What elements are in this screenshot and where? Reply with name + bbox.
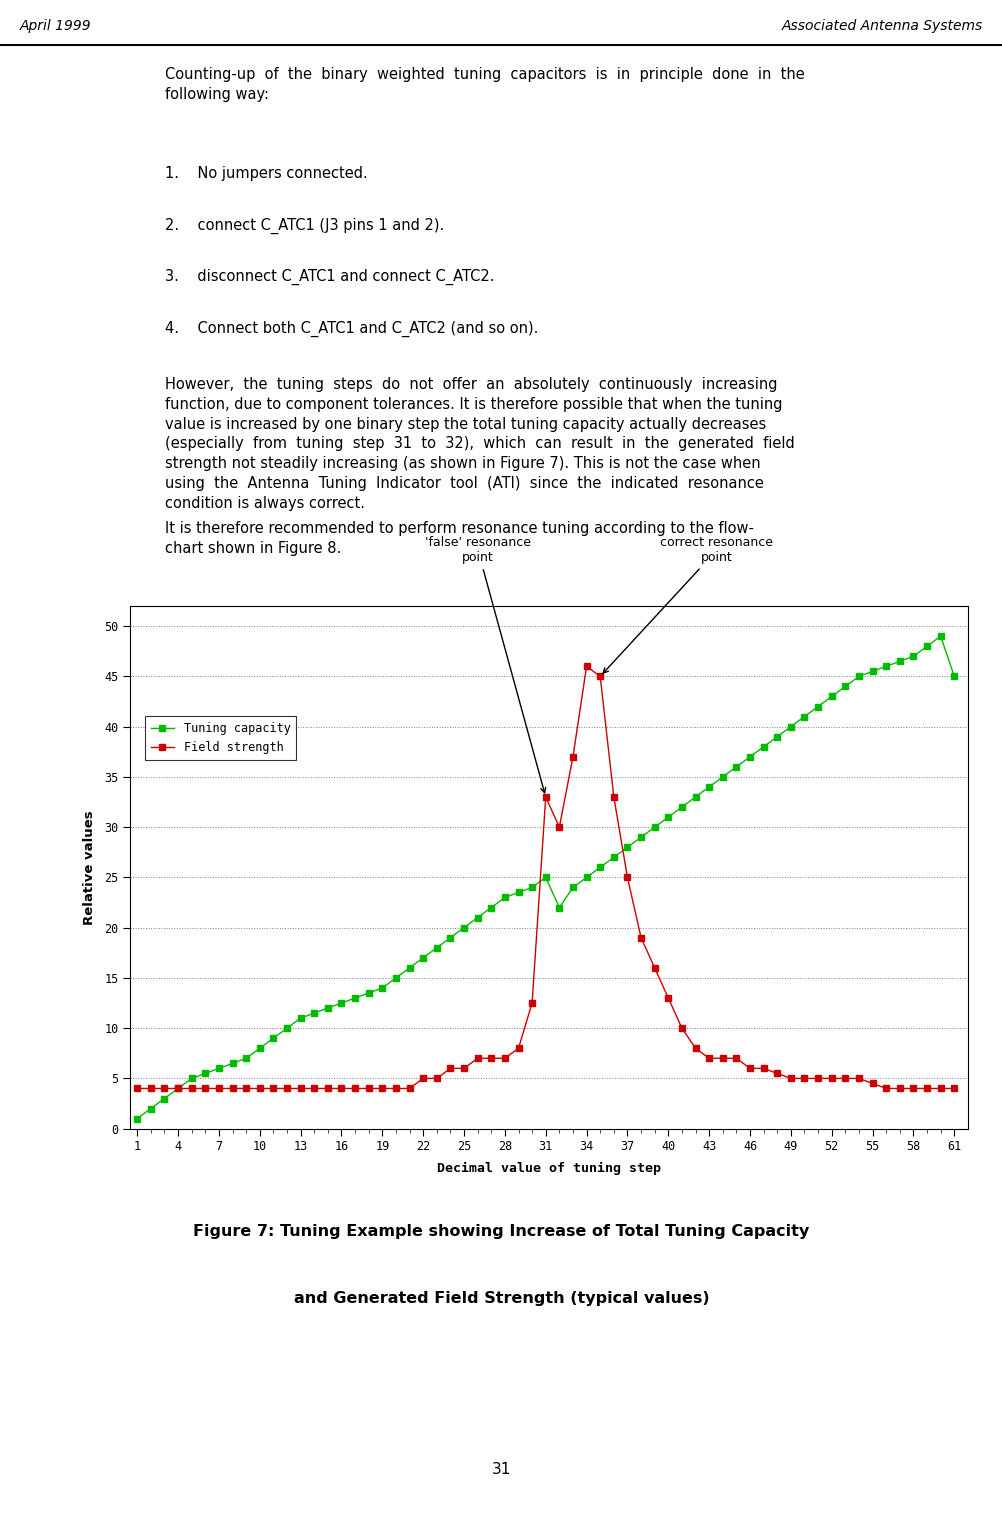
Text: 1.    No jumpers connected.: 1. No jumpers connected. [165,165,368,180]
Field strength [580,658,592,676]
Text: April 1999: April 1999 [20,18,91,33]
Line: Field strength: Field strength [133,664,957,1092]
Tuning capacity [839,677,851,695]
Text: Associated Antenna Systems: Associated Antenna Systems [781,18,982,33]
Field strength [566,748,578,767]
Text: Figure 7: Tuning Example showing Increase of Total Tuning Capacity: Figure 7: Tuning Example showing Increas… [193,1224,809,1239]
Field strength [947,1079,959,1097]
Text: correct resonance
point: correct resonance point [602,536,773,673]
Field strength [852,1070,864,1088]
Tuning capacity [322,998,334,1017]
Text: However,  the  tuning  steps  do  not  offer  an  absolutely  continuously  incr: However, the tuning steps do not offer a… [165,377,795,511]
Field strength [634,929,646,947]
Text: 'false' resonance
point: 'false' resonance point [425,536,545,792]
Y-axis label: Relative values: Relative values [83,811,96,924]
Tuning capacity [947,667,959,685]
Tuning capacity [621,838,633,856]
Text: 4.    Connect both C_ATC1 and C_ATC2 (and so on).: 4. Connect both C_ATC1 and C_ATC2 (and s… [165,321,538,336]
Text: Counting-up  of  the  binary  weighted  tuning  capacitors  is  in  principle  d: Counting-up of the binary weighted tunin… [165,67,805,102]
Line: Tuning capacity: Tuning capacity [133,633,957,1123]
Text: 31: 31 [491,1462,511,1477]
Text: 2.    connect C_ATC1 (J3 pins 1 and 2).: 2. connect C_ATC1 (J3 pins 1 and 2). [165,217,444,233]
Tuning capacity [934,627,946,645]
Tuning capacity [417,948,429,967]
Text: It is therefore recommended to perform resonance tuning according to the flow-
c: It is therefore recommended to perform r… [165,521,754,556]
Tuning capacity [566,879,578,897]
Text: and Generated Field Strength (typical values): and Generated Field Strength (typical va… [294,1291,708,1306]
Tuning capacity [295,1009,307,1027]
Tuning capacity [131,1109,143,1127]
Field strength [322,1079,334,1097]
Field strength [417,1070,429,1088]
Field strength [295,1079,307,1097]
Legend: Tuning capacity, Field strength: Tuning capacity, Field strength [144,717,297,761]
X-axis label: Decimal value of tuning step: Decimal value of tuning step [437,1162,660,1176]
Field strength [131,1079,143,1097]
Text: 3.    disconnect C_ATC1 and connect C_ATC2.: 3. disconnect C_ATC1 and connect C_ATC2. [165,270,495,285]
